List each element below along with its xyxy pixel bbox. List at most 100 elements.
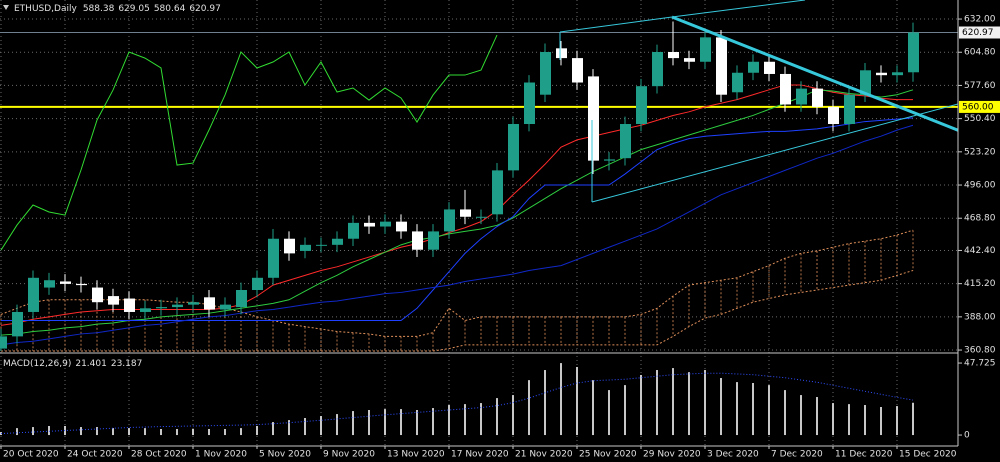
chart-header: ETHUSD,Daily 588.38 629.05 580.64 620.97 — [14, 4, 221, 14]
indicator-line — [0, 84, 913, 326]
channel-line — [671, 0, 806, 18]
x-tick-label: 11 Dec 2020 — [835, 450, 893, 460]
candle-body — [300, 244, 311, 251]
ohlc-value: 620.97 — [189, 4, 221, 14]
y-tick-label: 496.00 — [964, 181, 996, 191]
level-tag — [959, 100, 1000, 113]
candle-body — [140, 308, 151, 312]
macd-title: MACD(12,26,9) — [3, 359, 71, 369]
candle-body — [636, 86, 647, 125]
y-tick-label: 415.20 — [964, 279, 996, 289]
macd-value: 23.187 — [111, 359, 143, 369]
x-tick-label: 17 Nov 2020 — [451, 450, 509, 460]
candle-body — [812, 88, 823, 107]
candle-body — [572, 58, 583, 83]
candle-body — [12, 311, 23, 337]
candle-body — [380, 221, 391, 227]
x-tick-label: 9 Nov 2020 — [323, 450, 375, 460]
x-tick-label: 1 Nov 2020 — [195, 450, 247, 460]
candle-body — [316, 244, 327, 246]
x-tick-label: 20 Oct 2020 — [3, 450, 59, 460]
candle-body — [716, 37, 727, 95]
candle-body — [620, 124, 631, 159]
channel-line — [591, 103, 958, 203]
x-tick-label: 24 Oct 2020 — [67, 450, 123, 460]
bid-tag — [959, 26, 1000, 39]
candle-body — [348, 222, 359, 239]
candle-body — [588, 76, 599, 161]
candle-body — [252, 277, 263, 290]
ohlc-value: 580.64 — [154, 4, 186, 14]
candle-body — [0, 336, 7, 349]
candle-body — [44, 280, 55, 288]
ohlc-value: 629.05 — [118, 4, 150, 14]
candle-body — [220, 304, 231, 310]
macd-panel — [0, 363, 914, 436]
y-tick-label: 442.40 — [964, 246, 996, 256]
candle-body — [76, 283, 87, 286]
candle-body — [796, 88, 807, 105]
candle-body — [508, 124, 519, 171]
price-panel — [0, 21, 958, 352]
y-tick-label: 360.80 — [964, 346, 996, 356]
candle-body — [364, 222, 375, 227]
candle-body — [236, 289, 247, 308]
candle-body — [476, 216, 487, 218]
x-tick-label: 13 Nov 2020 — [387, 450, 445, 460]
x-tick-label: 28 Oct 2020 — [131, 450, 187, 460]
candle-body — [828, 106, 839, 125]
candle-body — [556, 48, 567, 59]
y-tick-label: 47.725 — [964, 359, 996, 369]
indicator-line — [1, 117, 914, 322]
channel-line — [559, 16, 673, 33]
trendline — [671, 15, 958, 132]
header-icon — [3, 5, 9, 10]
x-tick-label: 25 Nov 2020 — [579, 450, 637, 460]
y-tick-label: 550.40 — [964, 114, 996, 124]
candle-body — [748, 61, 759, 73]
level-label: 560.00 — [962, 102, 994, 112]
x-tick-label: 15 Dec 2020 — [899, 450, 957, 460]
x-tick-label: 21 Nov 2020 — [515, 450, 573, 460]
candle-body — [844, 94, 855, 125]
y-tick-label: 388.00 — [964, 312, 996, 322]
indicator-line — [0, 89, 914, 336]
candle-body — [492, 170, 503, 215]
x-tick-label: 5 Nov 2020 — [259, 450, 311, 460]
chart-title: ETHUSD,Daily — [14, 4, 77, 14]
candle-body — [412, 231, 423, 250]
candle-body — [188, 302, 199, 305]
candle-body — [700, 37, 711, 62]
x-tick-label: 7 Dec 2020 — [771, 450, 823, 460]
candle-body — [92, 287, 103, 303]
x-tick-label: 3 Dec 2020 — [707, 450, 759, 460]
candle-body — [908, 32, 919, 73]
candle-body — [268, 238, 279, 278]
candle-body — [540, 51, 551, 95]
candle-body — [876, 72, 887, 76]
y-tick-label: 523.20 — [964, 147, 996, 157]
candle-body — [124, 298, 135, 312]
candle-body — [396, 221, 407, 232]
candle-body — [860, 70, 871, 95]
candle-body — [444, 209, 455, 232]
candle-body — [684, 58, 695, 62]
bid-label: 620.97 — [962, 28, 994, 38]
candle-body — [668, 51, 679, 59]
ohlc-value: 588.38 — [83, 4, 115, 14]
x-tick-label: 29 Nov 2020 — [643, 450, 701, 460]
candle-body — [524, 82, 535, 125]
candle-body — [892, 72, 903, 76]
candle-body — [28, 277, 39, 312]
drawings — [559, 0, 958, 203]
indicator-line — [0, 124, 914, 346]
candle-body — [604, 159, 615, 161]
cloud-upper — [0, 229, 914, 337]
candle-body — [652, 51, 663, 87]
macd-value: 21.401 — [75, 359, 107, 369]
candle-body — [332, 238, 343, 245]
y-tick-label: 468.80 — [964, 214, 996, 224]
